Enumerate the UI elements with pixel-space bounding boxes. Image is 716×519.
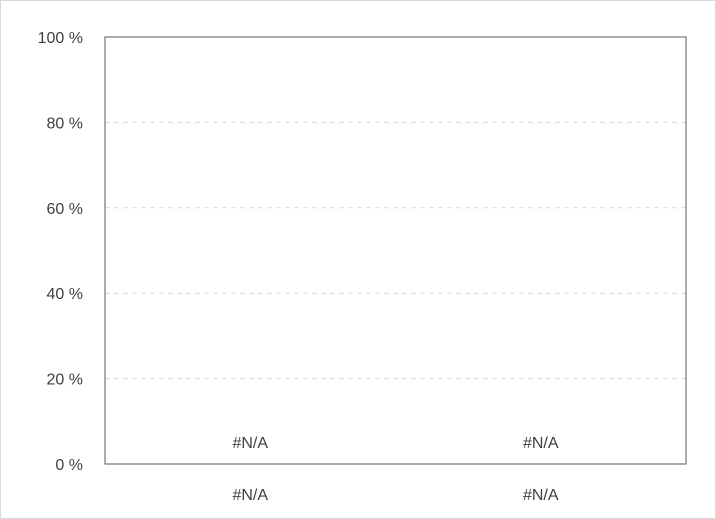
x-category-label: #N/A xyxy=(523,487,559,504)
y-tick-label: 40 % xyxy=(47,286,83,303)
x-category-label: #N/A xyxy=(232,487,268,504)
data-label: #N/A xyxy=(523,435,559,452)
y-tick-label: 60 % xyxy=(47,201,83,218)
y-tick-label: 20 % xyxy=(47,372,83,389)
data-labels: #N/A #N/A xyxy=(232,435,558,452)
gridlines xyxy=(105,121,686,380)
y-tick-label: 100 % xyxy=(38,30,83,47)
plot-area-border xyxy=(104,36,687,465)
data-label: #N/A xyxy=(232,435,268,452)
x-axis-categories: #N/A #N/A xyxy=(232,487,558,504)
y-tick-label: 80 % xyxy=(47,115,83,132)
y-tick-label: 0 % xyxy=(55,457,83,474)
y-axis-ticks: 0 % 20 % 40 % 60 % 80 % 100 % xyxy=(38,30,83,474)
